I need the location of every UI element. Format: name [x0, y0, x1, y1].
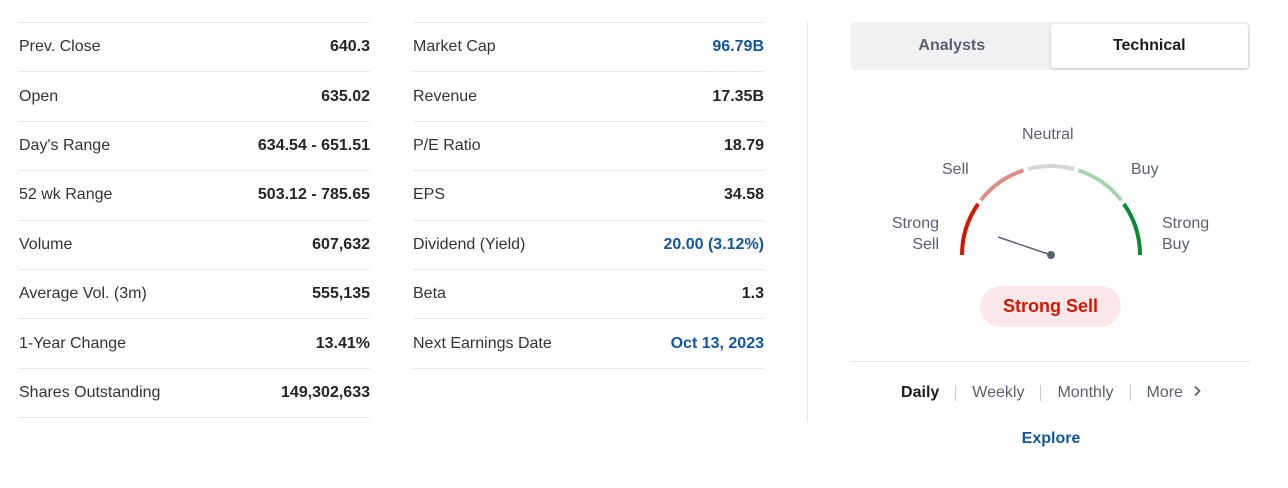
timeframe-monthly[interactable]: Monthly: [1057, 384, 1114, 401]
stat-label: 1-Year Change: [19, 334, 127, 352]
stat-row-average-volume: Average Vol. (3m) 555,135: [19, 270, 370, 320]
technical-verdict-badge: Strong Sell: [980, 286, 1121, 327]
stat-row-52wk-range: 52 wk Range 503.12 - 785.65: [19, 171, 370, 221]
gauge-label-line: Buy: [1162, 236, 1190, 253]
stat-row-days-range: Day's Range 634.54 - 651.51: [19, 122, 370, 172]
stat-row-next-earnings: Next Earnings Date Oct 13, 2023: [413, 319, 764, 369]
stat-value: 503.12 - 785.65: [257, 186, 370, 204]
stat-value: 34.58: [723, 186, 764, 204]
stat-label: Day's Range: [19, 136, 111, 154]
gauge-arc-buy: [1077, 168, 1123, 202]
next-earnings-link[interactable]: Oct 13, 2023: [670, 334, 764, 352]
stat-row-prev-close: Prev. Close 640.3: [19, 23, 370, 73]
stat-label: P/E Ratio: [413, 136, 481, 154]
sentiment-tabs: Analysts Technical: [851, 22, 1250, 70]
stat-value: 149,302,633: [281, 383, 370, 401]
stat-row-open: Open 635.02: [19, 72, 370, 122]
stat-label: Volume: [19, 235, 73, 253]
gauge-arc-strong-buy: [1122, 202, 1142, 256]
tab-analysts[interactable]: Analysts: [918, 37, 986, 54]
stat-label: Open: [19, 87, 59, 105]
gauge-label-line: Sell: [912, 236, 939, 253]
timeframe-separator: [1129, 385, 1131, 401]
gauge-arc-sell: [979, 168, 1025, 202]
chevron-right-icon: [1193, 384, 1201, 402]
timeframe-weekly[interactable]: Weekly: [972, 384, 1025, 401]
stat-value: 635.02: [321, 87, 370, 105]
stat-row-market-cap: Market Cap 96.79B: [413, 23, 764, 73]
vertical-divider: [807, 22, 808, 422]
gauge-arc-strong-sell: [960, 202, 980, 256]
stat-value: 607,632: [312, 235, 370, 253]
stat-label: Market Cap: [413, 38, 496, 56]
gauge-label-line: Strong: [891, 215, 939, 232]
stat-value: 17.35B: [712, 87, 764, 105]
gauge-label-strong-sell: Strong Sell: [888, 213, 939, 255]
stat-label: Shares Outstanding: [19, 383, 161, 401]
timeframe-separator: [1040, 385, 1042, 401]
key-stats-right: Market Cap 96.79B Revenue 17.35B P/E Ratio…: [413, 22, 764, 369]
stat-row-pe-ratio: P/E Ratio 18.79: [413, 122, 764, 172]
gauge-label-strong-buy: Strong Buy: [1162, 213, 1209, 255]
gauge-needle: [997, 236, 1052, 256]
gauge-label-neutral: Neutral: [1022, 126, 1074, 143]
stat-row-eps: EPS 34.58: [413, 171, 764, 221]
stat-label: Beta: [413, 285, 446, 303]
timeframe-separator: [955, 385, 957, 401]
technical-gauge: [960, 164, 1142, 259]
stat-value: 13.41%: [315, 334, 370, 352]
stat-label: Next Earnings Date: [413, 334, 552, 352]
stat-row-volume: Volume 607,632: [19, 221, 370, 270]
key-stats-left: Prev. Close 640.3 Open 635.02 Day's Range 6…: [19, 22, 370, 419]
stat-value: 1.3: [741, 285, 764, 303]
gauge-needle-pivot: [1047, 251, 1055, 259]
stat-row-beta: Beta 1.3: [413, 270, 764, 320]
timeframe-more[interactable]: More: [1131, 384, 1217, 402]
timeframe-more-label: More: [1146, 384, 1183, 401]
timeframe-selector: Daily Weekly Monthly More: [851, 378, 1251, 408]
explore-link[interactable]: Explore: [1021, 430, 1081, 447]
gauge-arc-neutral: [1027, 164, 1075, 171]
gauge-label-buy: Buy: [1131, 161, 1159, 178]
stat-value: 18.79: [723, 136, 764, 154]
stat-value: 640.3: [329, 38, 370, 56]
stat-label: Revenue: [413, 87, 478, 105]
horizontal-divider: [851, 361, 1251, 362]
stat-label: 52 wk Range: [19, 186, 113, 204]
stat-row-revenue: Revenue 17.35B: [413, 72, 764, 122]
stat-row-shares-outstanding: Shares Outstanding 149,302,633: [19, 369, 370, 419]
stat-label: Dividend (Yield): [413, 235, 526, 253]
market-cap-link[interactable]: 96.79B: [712, 38, 764, 56]
dividend-link[interactable]: 20.00 (3.12%): [663, 235, 764, 253]
stat-row-1y-change: 1-Year Change 13.41%: [19, 319, 370, 369]
timeframe-daily[interactable]: Daily: [901, 384, 940, 401]
stat-value: 634.54 - 651.51: [257, 136, 370, 154]
tab-technical[interactable]: Technical: [1050, 24, 1248, 68]
gauge-label-sell: Sell: [942, 161, 969, 178]
stat-value: 555,135: [312, 285, 370, 303]
stat-row-dividend: Dividend (Yield) 20.00 (3.12%): [413, 221, 764, 270]
gauge-label-line: Strong: [1162, 215, 1210, 232]
stat-label: Average Vol. (3m): [19, 285, 147, 303]
stat-label: Prev. Close: [19, 38, 101, 56]
stat-label: EPS: [413, 186, 446, 204]
